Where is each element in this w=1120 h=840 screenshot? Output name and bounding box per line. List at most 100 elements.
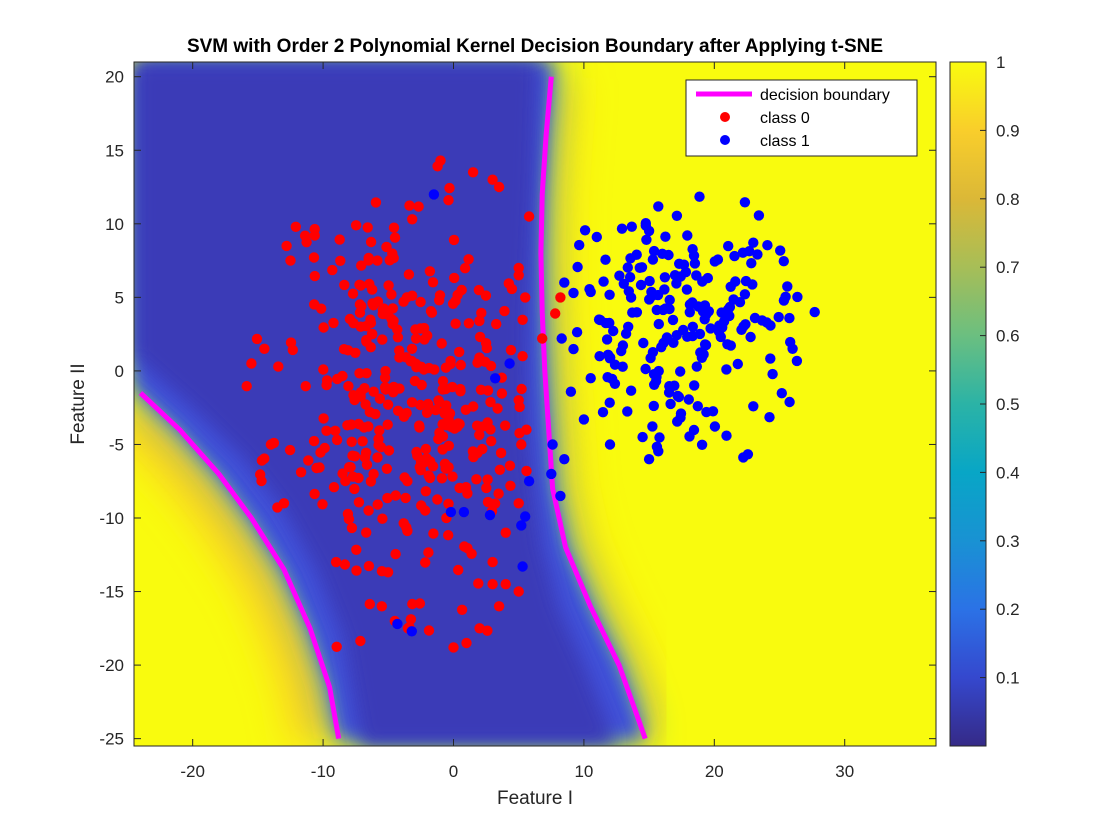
class-0-point — [449, 272, 460, 284]
class-0-point — [376, 601, 387, 612]
class-0-point — [347, 288, 359, 299]
class-0-point — [281, 240, 292, 252]
class-0-point — [516, 383, 527, 395]
class-1-point — [601, 334, 613, 345]
class-1-point — [669, 270, 681, 281]
class-1-point — [594, 351, 605, 362]
class-0-point — [443, 530, 454, 541]
class-0-point — [246, 358, 257, 369]
x-axis-label: Feature I — [497, 788, 573, 809]
class-0-point — [416, 379, 427, 391]
class-0-point — [467, 167, 479, 178]
class-0-point — [321, 375, 333, 386]
class-1-point — [578, 414, 590, 425]
decision-boundary-line-1 — [138, 391, 342, 740]
class-1-point — [392, 618, 403, 630]
class-1-point — [709, 256, 720, 267]
class-0-point — [486, 436, 497, 447]
class-1-point — [682, 230, 693, 241]
class-0-point — [427, 277, 439, 288]
class-1-point — [683, 394, 694, 405]
class-0-point — [423, 547, 434, 558]
class-0-point — [364, 598, 375, 610]
class-0-point — [436, 473, 448, 484]
legend-class0-label: class 0 — [760, 110, 810, 127]
class-1-point — [739, 197, 751, 208]
class-0-point — [448, 642, 459, 653]
class-0-point — [318, 364, 329, 375]
class-1-point — [672, 390, 683, 402]
class-0-point — [444, 408, 456, 419]
class-0-point — [425, 306, 437, 317]
class-0-point — [347, 450, 358, 461]
plot-area — [134, 62, 936, 746]
class-0-point — [452, 289, 463, 301]
class-0-point — [421, 407, 433, 418]
class-1-point — [709, 421, 721, 432]
class-0-point — [424, 266, 436, 277]
class-0-point — [330, 556, 342, 568]
class-0-point — [477, 443, 488, 455]
class-0-point — [420, 505, 431, 516]
legend-boundary-label: decision boundary — [760, 87, 890, 104]
class-0-point — [361, 368, 372, 379]
class-0-point — [443, 195, 454, 206]
class-1-point — [585, 373, 596, 384]
class-0-point — [434, 295, 445, 306]
class-0-point — [350, 347, 361, 358]
class-1-point — [705, 323, 716, 334]
y-tick-label: 10 — [105, 215, 124, 234]
class-0-point — [437, 431, 449, 442]
class-0-point — [406, 397, 418, 408]
class-0-point — [456, 604, 468, 615]
colorbar-tick-label: 0.5 — [996, 395, 1020, 414]
class-0-point — [377, 513, 388, 524]
class-0-point — [406, 343, 418, 354]
class-0-point — [343, 462, 355, 473]
class-0-point — [493, 601, 505, 612]
class-0-point — [454, 346, 465, 358]
class-0-point — [386, 289, 397, 300]
class-1-point — [648, 245, 660, 257]
class-1-point — [625, 385, 637, 396]
colorbar-tick-label: 0.3 — [996, 532, 1020, 551]
class-1-point — [667, 314, 679, 326]
class-1-point — [791, 355, 803, 367]
class-1-point — [745, 331, 756, 343]
class-0-point — [285, 255, 296, 266]
class-0-point — [330, 425, 341, 436]
class-0-point — [435, 155, 446, 166]
class-1-point — [691, 361, 702, 372]
class-1-point — [597, 407, 609, 418]
class-1-point — [660, 231, 671, 242]
class-1-point — [602, 372, 613, 383]
class-0-point — [348, 390, 359, 401]
class-1-point — [654, 432, 665, 443]
class-0-point — [365, 236, 377, 248]
class-0-point — [372, 499, 383, 510]
class-1-point — [688, 250, 700, 261]
class-0-point — [392, 332, 404, 343]
class-0-point — [401, 292, 413, 303]
class-1-point — [692, 401, 703, 412]
class-1-point — [689, 258, 701, 269]
class-0-point — [555, 292, 566, 303]
class-0-point — [331, 434, 343, 446]
class-1-point — [584, 284, 595, 295]
class-0-point — [328, 317, 339, 329]
class-0-point — [303, 455, 314, 466]
class-0-point — [342, 508, 354, 520]
class-1-point — [591, 231, 602, 243]
class-0-point — [473, 284, 485, 296]
class-0-point — [521, 424, 532, 435]
class-0-point — [398, 518, 409, 529]
class-1-point — [600, 254, 611, 265]
class-1-point — [616, 345, 627, 357]
colorbar-tick-label: 0.8 — [996, 190, 1020, 209]
class-0-point — [308, 435, 320, 447]
class-0-point — [287, 344, 298, 356]
class-0-point — [463, 254, 474, 265]
class-0-point — [437, 419, 448, 430]
class-0-point — [309, 230, 320, 241]
class-0-point — [448, 234, 460, 246]
